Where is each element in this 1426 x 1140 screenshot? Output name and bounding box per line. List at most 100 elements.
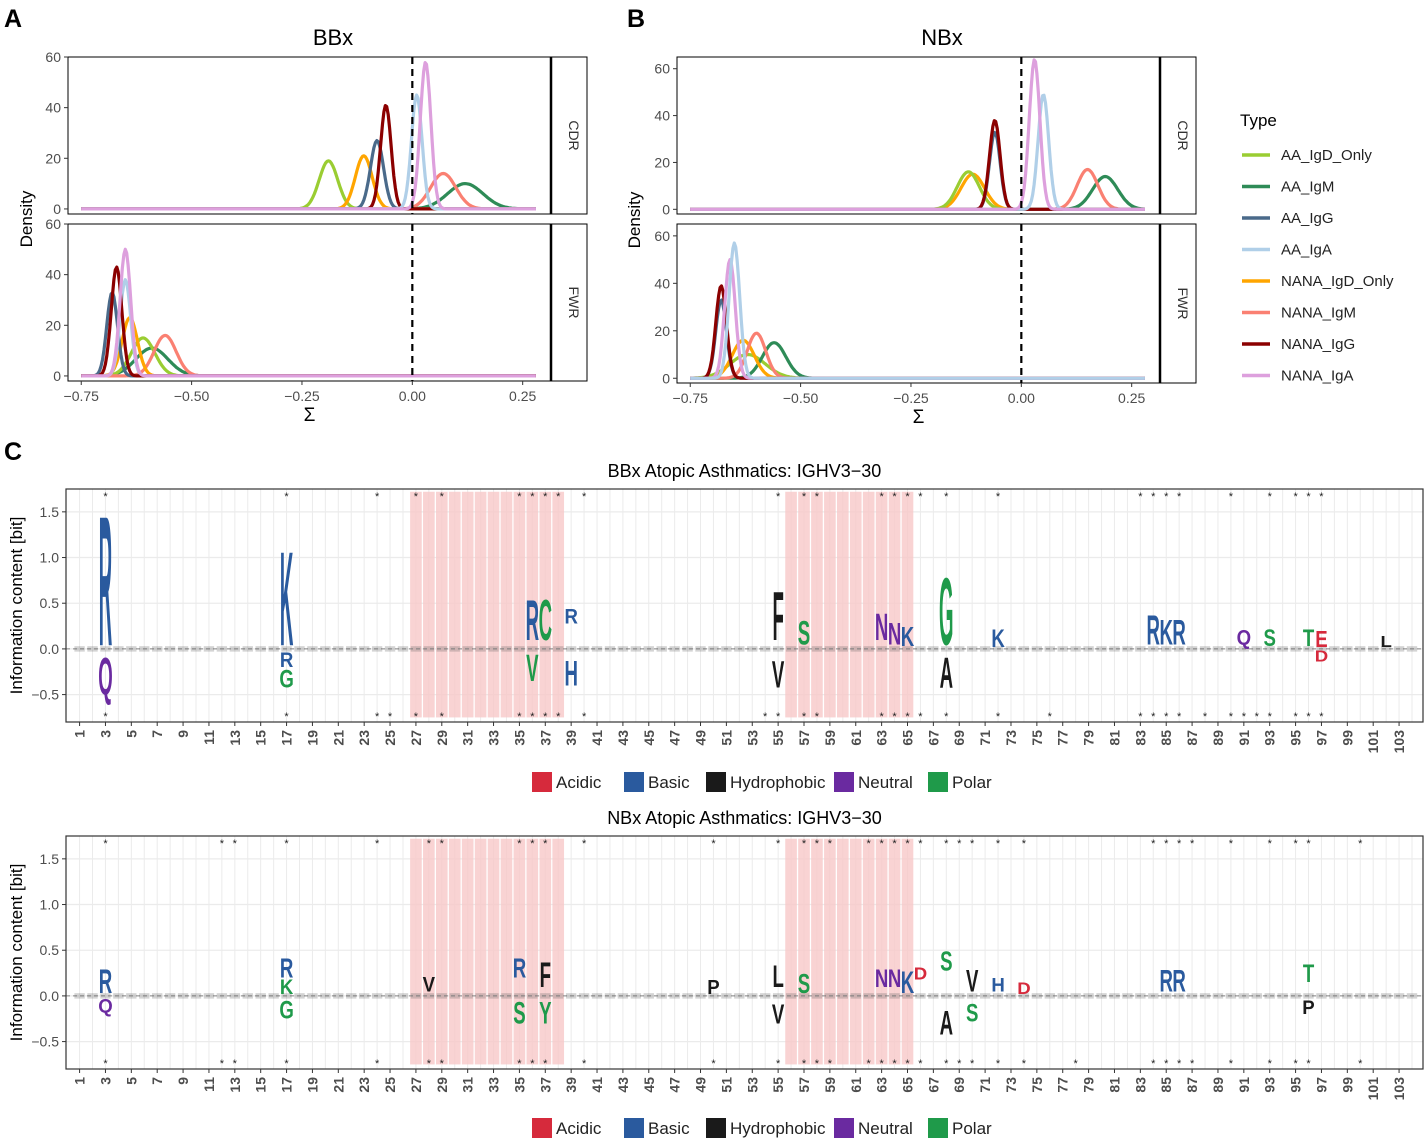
minor-residue-mark [669,993,680,999]
density-plot-nbx: NBx CDR 0 20 40 60 FWR 0 20 40 60 −0.75 −0.50 −0.25 0.… [625,25,1197,428]
significance-star-bottom: * [1229,1058,1234,1070]
minor-residue-mark [1186,646,1198,652]
significance-star-bottom: * [284,1058,289,1070]
minor-residue-mark [721,993,732,999]
minor-residue-mark [643,993,654,999]
x-tick-label: 63 [874,1077,890,1093]
significance-star-top: * [776,491,781,503]
minor-residue-mark [397,646,409,652]
x-tick-label: 33 [486,730,502,746]
minor-residue-mark [1044,646,1055,652]
significance-star-bottom: * [440,711,445,723]
minor-residue-mark [824,993,836,999]
significance-star-bottom: * [284,711,289,723]
type-legend: Type AA_IgD_Only AA_IgM AA_IgG AA_IgA NANA_I… [1240,111,1394,385]
x-tick-label: −0.25 [284,388,320,404]
y-tick-label: 20 [654,323,670,339]
logo-letter: R [280,649,294,673]
minor-residue-mark [695,993,706,999]
legend-label: AA_IgG [1281,210,1334,227]
significance-star-bottom: * [1229,711,1234,723]
facet-strip-label: FWR [1175,288,1191,320]
significance-star-bottom: * [1074,1058,1079,1070]
x-tick-label: 79 [1081,1077,1097,1093]
significance-star-top: * [1268,838,1273,850]
logo-letter: F [540,955,551,995]
minor-residue-mark [346,646,357,652]
facet-panel [676,56,1161,215]
significance-star-bottom: * [1293,711,1298,723]
minor-residue-mark [359,993,370,999]
significance-star-top: * [440,491,445,503]
significance-star-top: * [957,838,962,850]
logo-letter: A [940,650,953,698]
significance-star-bottom: * [1268,1058,1273,1070]
x-tick-label: 0.25 [509,388,536,404]
minor-residue-mark [604,993,616,999]
logo-letter: K [901,623,914,654]
x-tick-label: 85 [1158,1077,1174,1093]
minor-residue-mark [294,993,305,999]
x-tick-label: 75 [1029,730,1045,746]
x-tick-label: 17 [279,1077,295,1093]
x-tick-label: 97 [1313,1077,1329,1093]
logo-panel-bg [66,836,1423,1069]
significance-star-top: * [918,838,923,850]
minor-residue-mark [527,993,538,999]
minor-residue-mark [967,993,978,999]
minor-residue-mark [1096,646,1107,652]
x-tick-label: 61 [848,730,864,746]
density-curve-nana-iga [81,61,537,211]
minor-residue-mark [1148,993,1159,999]
cdr-highlight-column [423,491,435,718]
minor-residue-mark [1096,993,1107,999]
significance-star-bottom: * [892,1058,897,1070]
cdr-highlight-column [539,838,552,1065]
cdr-highlight-column [888,838,901,1065]
significance-star-bottom: * [892,711,897,723]
x-tick-label: 103 [1391,1077,1407,1101]
x-tick-label: 103 [1391,730,1407,754]
significance-star-bottom: * [918,1058,923,1070]
minor-residue-mark [1031,646,1043,652]
y-tick-label: 0.0 [40,988,60,1004]
minor-residue-mark [1122,993,1133,999]
legend-label: Acidic [556,1119,602,1138]
significance-star-bottom: * [103,711,108,723]
x-tick-label: −0.50 [174,388,210,404]
logo-letter: A [940,1003,954,1042]
minor-residue-mark [462,993,473,999]
logo-letter: K [280,976,294,1000]
significance-star-top: * [879,838,884,850]
facet-strip-label: CDR [566,120,582,150]
minor-residue-mark [1135,646,1146,652]
minor-residue-mark [876,646,887,652]
significance-star-top: * [1293,838,1298,850]
logo-letter: S [798,970,810,1001]
x-tick-label: 25 [382,730,398,746]
x-tick-label: 97 [1313,730,1329,746]
minor-residue-mark [1368,993,1379,999]
y-tick-label: 1.5 [40,504,60,520]
significance-star-bottom: * [957,1058,962,1070]
facet-strip [550,56,588,215]
minor-residue-mark [1173,646,1185,652]
significance-star-top: * [1177,838,1182,850]
y-tick-label: 0.5 [40,942,60,958]
significance-star-top: * [802,491,807,503]
minor-residue-mark [630,993,642,999]
x-tick-label: 33 [486,1077,502,1093]
legend-swatch-acidic [532,772,552,792]
minor-residue-mark [1186,993,1198,999]
minor-residue-mark [475,993,486,999]
y-axis-label: Density [17,190,36,247]
significance-star-bottom: * [1151,1058,1156,1070]
minor-residue-mark [850,646,861,652]
significance-star-bottom: * [905,711,910,723]
significance-star-top: * [918,491,923,503]
logo-letter: V [772,1000,785,1031]
cdr-highlight-column [849,491,862,718]
minor-residue-mark [1173,993,1185,999]
y-tick-label: 60 [45,49,61,65]
minor-residue-mark [1406,993,1418,999]
